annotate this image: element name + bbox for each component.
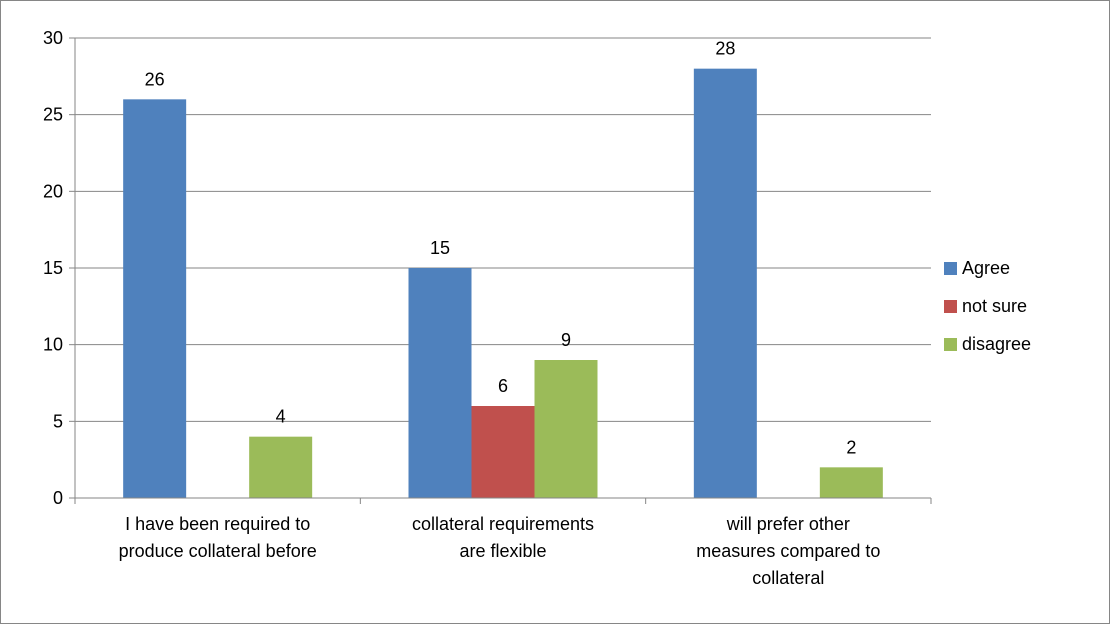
category-label-1-0: collateral requirements — [412, 514, 594, 534]
data-label-agree-2: 28 — [715, 39, 735, 59]
bar-agree-2 — [693, 68, 757, 499]
gridlines — [75, 37, 931, 422]
bar-agree-1 — [408, 268, 472, 498]
y-tick-label-15: 15 — [43, 258, 63, 278]
legend-label-agree: Agree — [962, 258, 1010, 278]
category-label-0-0: I have been required to — [125, 514, 310, 534]
legend-label-not-sure: not sure — [962, 296, 1027, 316]
y-tick-label-5: 5 — [53, 411, 63, 431]
legend-swatch-agree — [944, 262, 957, 275]
bar-agree-0 — [123, 99, 187, 498]
y-tick-label-30: 30 — [43, 28, 63, 48]
data-label-not-sure-1: 6 — [498, 376, 508, 396]
bars — [123, 68, 883, 499]
category-label-2-1: measures compared to — [696, 541, 880, 561]
bar-disagree-0 — [249, 436, 313, 498]
bar-disagree-2 — [819, 467, 883, 498]
bar-disagree-1 — [534, 360, 598, 498]
data-label-disagree-1: 9 — [561, 330, 571, 350]
y-tick-label-25: 25 — [43, 105, 63, 125]
data-labels: 26 4 15 6 9 28 2 — [145, 39, 857, 458]
category-label-0-1: produce collateral before — [119, 541, 317, 561]
data-label-disagree-0: 4 — [276, 407, 286, 427]
category-label-1-1: are flexible — [459, 541, 546, 561]
y-tick-label-10: 10 — [43, 335, 63, 355]
legend-label-disagree: disagree — [962, 334, 1031, 354]
axes: 0 5 10 15 20 25 30 I have been required to produ… — [43, 28, 932, 588]
y-tick-label-20: 20 — [43, 181, 63, 201]
category-label-2-2: collateral — [752, 568, 824, 588]
legend: Agree not sure disagree — [944, 258, 1031, 354]
bar-not-sure-1 — [471, 406, 535, 498]
data-label-disagree-2: 2 — [846, 437, 856, 457]
y-tick-label-0: 0 — [53, 488, 63, 508]
legend-swatch-disagree — [944, 338, 957, 351]
data-label-agree-1: 15 — [430, 238, 450, 258]
legend-swatch-not-sure — [944, 300, 957, 313]
category-label-2-0: will prefer other — [726, 514, 850, 534]
data-label-agree-0: 26 — [145, 69, 165, 89]
